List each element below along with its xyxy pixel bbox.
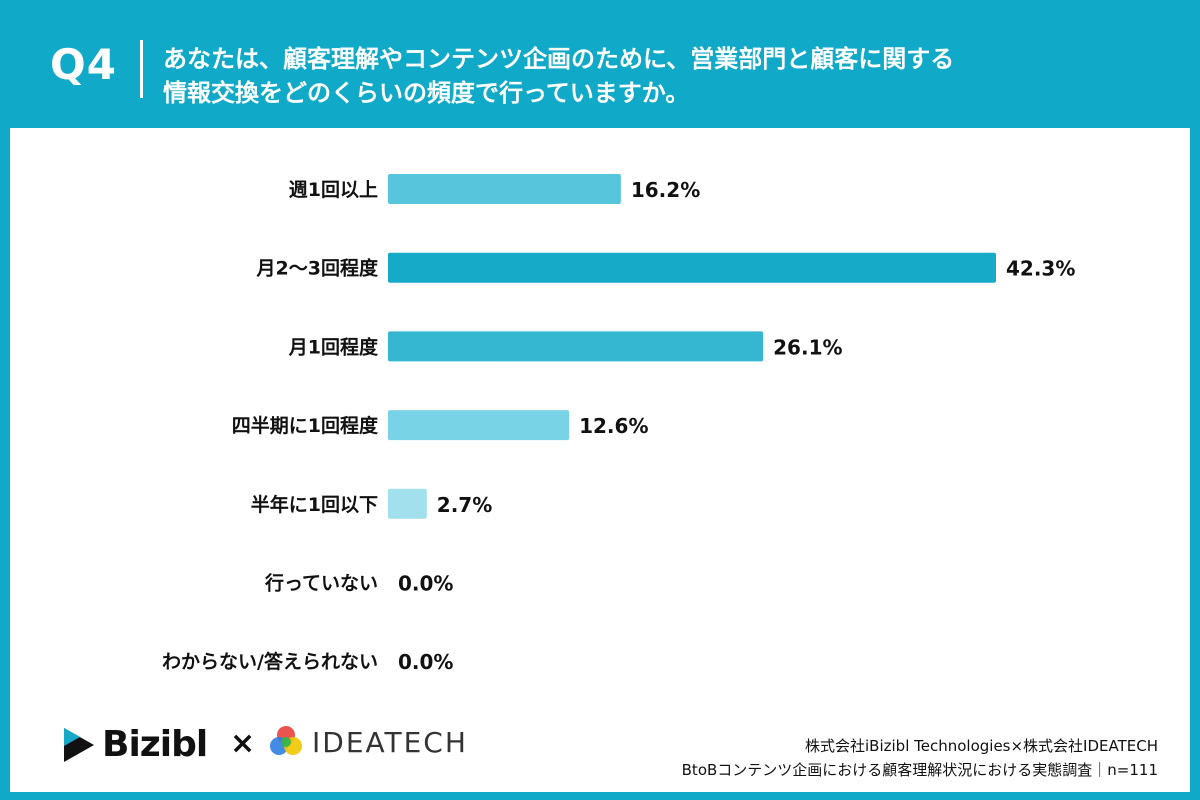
ideatech-logo-text: IDEATECH	[312, 725, 468, 759]
value-label: 0.0%	[398, 650, 453, 674]
category-label: 半年に1回以下	[251, 493, 378, 516]
header: Q4 あなたは、顧客理解やコンテンツ企画のために、営業部門と顧客に関する 情報交…	[0, 0, 1200, 128]
value-label: 42.3%	[1006, 257, 1075, 281]
value-label: 2.7%	[437, 493, 492, 517]
question-line-2: 情報交換をどのくらいの頻度で行っていますか。	[163, 79, 690, 107]
bar	[388, 174, 621, 204]
question-number: Q4	[50, 40, 117, 89]
ideatech-color-wheel-icon	[270, 726, 302, 755]
category-label: 週1回以上	[289, 179, 378, 201]
times-sign: ×	[230, 726, 256, 761]
ideatech-logo: IDEATECH	[268, 724, 468, 760]
question-text: あなたは、顧客理解やコンテンツ企画のために、営業部門と顧客に関する 情報交換をど…	[163, 42, 1163, 110]
value-label: 16.2%	[631, 178, 700, 202]
bar-chart: 週1回以上 16.2% 月2〜3回程度 42.3% 月1回程度 26.1% 四半期に1回程度…	[162, 174, 1075, 674]
source-line-2: BtoBコンテンツ企画における顧客理解状況における実態調査｜n=111	[681, 761, 1158, 779]
category-label: 四半期に1回程度	[232, 414, 379, 437]
bar	[388, 410, 570, 441]
bar	[388, 252, 996, 283]
question-divider	[140, 40, 143, 98]
category-label: わからない/答えられない	[162, 650, 378, 673]
value-label: 12.6%	[579, 414, 648, 438]
bizibl-play-icon	[64, 727, 94, 762]
bizibl-logo-text: Bizibl	[102, 724, 208, 765]
question-line-1: あなたは、顧客理解やコンテンツ企画のために、営業部門と顧客に関する	[163, 45, 955, 73]
category-label: 行っていない	[264, 572, 378, 595]
bizibl-logo: Bizibl	[62, 724, 208, 765]
source-line-1: 株式会社iBizibl Technologies×株式会社IDEATECH	[805, 737, 1158, 755]
bar	[388, 331, 764, 362]
source-note: 株式会社iBizibl Technologies×株式会社IDEATECH Bt…	[682, 734, 1158, 782]
category-label: 月1回程度	[288, 335, 379, 358]
value-label: 0.0%	[398, 572, 453, 596]
bar	[388, 488, 427, 519]
chart-card: 週1回以上 16.2% 月2〜3回程度 42.3% 月1回程度 26.1% 四半期に1回程度…	[10, 128, 1190, 792]
category-label: 月2〜3回程度	[256, 257, 379, 280]
value-label: 26.1%	[773, 335, 842, 359]
